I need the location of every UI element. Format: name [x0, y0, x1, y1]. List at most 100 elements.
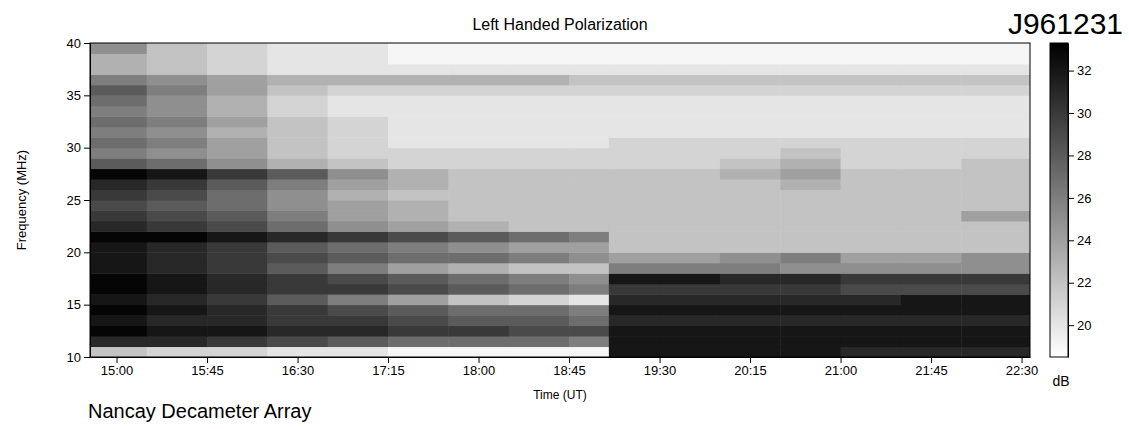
tick: 22 — [1068, 275, 1091, 290]
cell — [267, 315, 328, 326]
cell — [509, 148, 570, 159]
cell — [388, 242, 449, 253]
cell — [509, 326, 570, 337]
cell — [609, 74, 660, 85]
cell — [961, 284, 1030, 295]
cell — [147, 53, 208, 64]
cell — [509, 95, 570, 106]
cell — [780, 326, 841, 337]
cell — [961, 347, 1030, 357]
cell — [207, 294, 268, 305]
cell — [660, 127, 721, 138]
cell — [147, 148, 208, 159]
cell — [720, 315, 781, 326]
cell — [961, 64, 1030, 75]
cell — [267, 127, 328, 138]
tick-mark — [931, 357, 932, 363]
cell — [448, 210, 509, 221]
tick-mark — [660, 357, 661, 363]
cell — [207, 158, 268, 169]
cell — [147, 231, 208, 242]
tick-mark — [1068, 240, 1074, 241]
tick: 24 — [1068, 233, 1091, 248]
cell — [388, 43, 449, 54]
cell — [720, 137, 781, 148]
title: Left Handed Polarization — [472, 16, 647, 33]
cell — [609, 148, 660, 159]
cell — [207, 106, 268, 117]
cell — [388, 148, 449, 159]
cell — [328, 221, 389, 232]
tick-label: 15:45 — [191, 363, 224, 378]
cell — [961, 158, 1030, 169]
colorbar-axis: 20222426283032 — [1068, 44, 1091, 358]
tick: 35 — [67, 88, 90, 103]
cell — [90, 148, 147, 159]
cell — [841, 137, 902, 148]
tick-label: 20 — [1077, 318, 1091, 333]
tick: 17:15 — [372, 357, 405, 378]
x-axis: 15:0015:4516:3017:1518:0018:4519:3020:15… — [91, 357, 1039, 378]
cell — [90, 200, 147, 211]
cell — [147, 106, 208, 117]
cell — [90, 74, 147, 85]
cell — [328, 305, 389, 316]
cell — [841, 252, 902, 263]
cell — [328, 148, 389, 159]
tick-label: 22 — [1077, 275, 1091, 290]
cell — [448, 148, 509, 159]
cell — [609, 242, 660, 253]
cell — [448, 305, 509, 316]
cell — [388, 169, 449, 180]
cell — [901, 64, 962, 75]
cell — [720, 74, 781, 85]
cell — [448, 294, 509, 305]
cell — [569, 64, 609, 75]
cell — [267, 336, 328, 347]
tick-label: 40 — [67, 36, 81, 51]
tick-label: 32 — [1077, 63, 1091, 78]
cell — [901, 43, 962, 54]
cell — [609, 273, 660, 284]
cell — [448, 53, 509, 64]
cell — [901, 231, 962, 242]
cell — [609, 326, 660, 337]
tick-mark — [117, 357, 118, 363]
cell — [267, 305, 328, 316]
cell — [147, 263, 208, 274]
cell — [207, 43, 268, 54]
cell — [448, 127, 509, 138]
tick-label: 16:30 — [282, 363, 315, 378]
cell — [448, 200, 509, 211]
cell — [328, 210, 389, 221]
cell — [509, 231, 570, 242]
cell — [660, 231, 721, 242]
cell — [509, 64, 570, 75]
cell — [328, 53, 389, 64]
cell — [841, 64, 902, 75]
cell — [328, 263, 389, 274]
cell — [448, 116, 509, 127]
cell — [841, 116, 902, 127]
cell — [841, 336, 902, 347]
cell — [147, 179, 208, 190]
cell — [509, 179, 570, 190]
cell — [720, 336, 781, 347]
cell — [328, 95, 389, 106]
cell — [660, 210, 721, 221]
cell — [780, 95, 841, 106]
cell — [961, 326, 1030, 337]
cell — [388, 106, 449, 117]
cell — [569, 116, 609, 127]
cell — [780, 158, 841, 169]
cell — [267, 148, 328, 159]
cell — [448, 85, 509, 96]
cell — [147, 95, 208, 106]
cell — [841, 106, 902, 117]
cell — [328, 116, 389, 127]
cell — [448, 179, 509, 190]
cell — [147, 326, 208, 337]
tick: 19:30 — [644, 357, 677, 378]
cell — [961, 137, 1030, 148]
cell — [901, 336, 962, 347]
